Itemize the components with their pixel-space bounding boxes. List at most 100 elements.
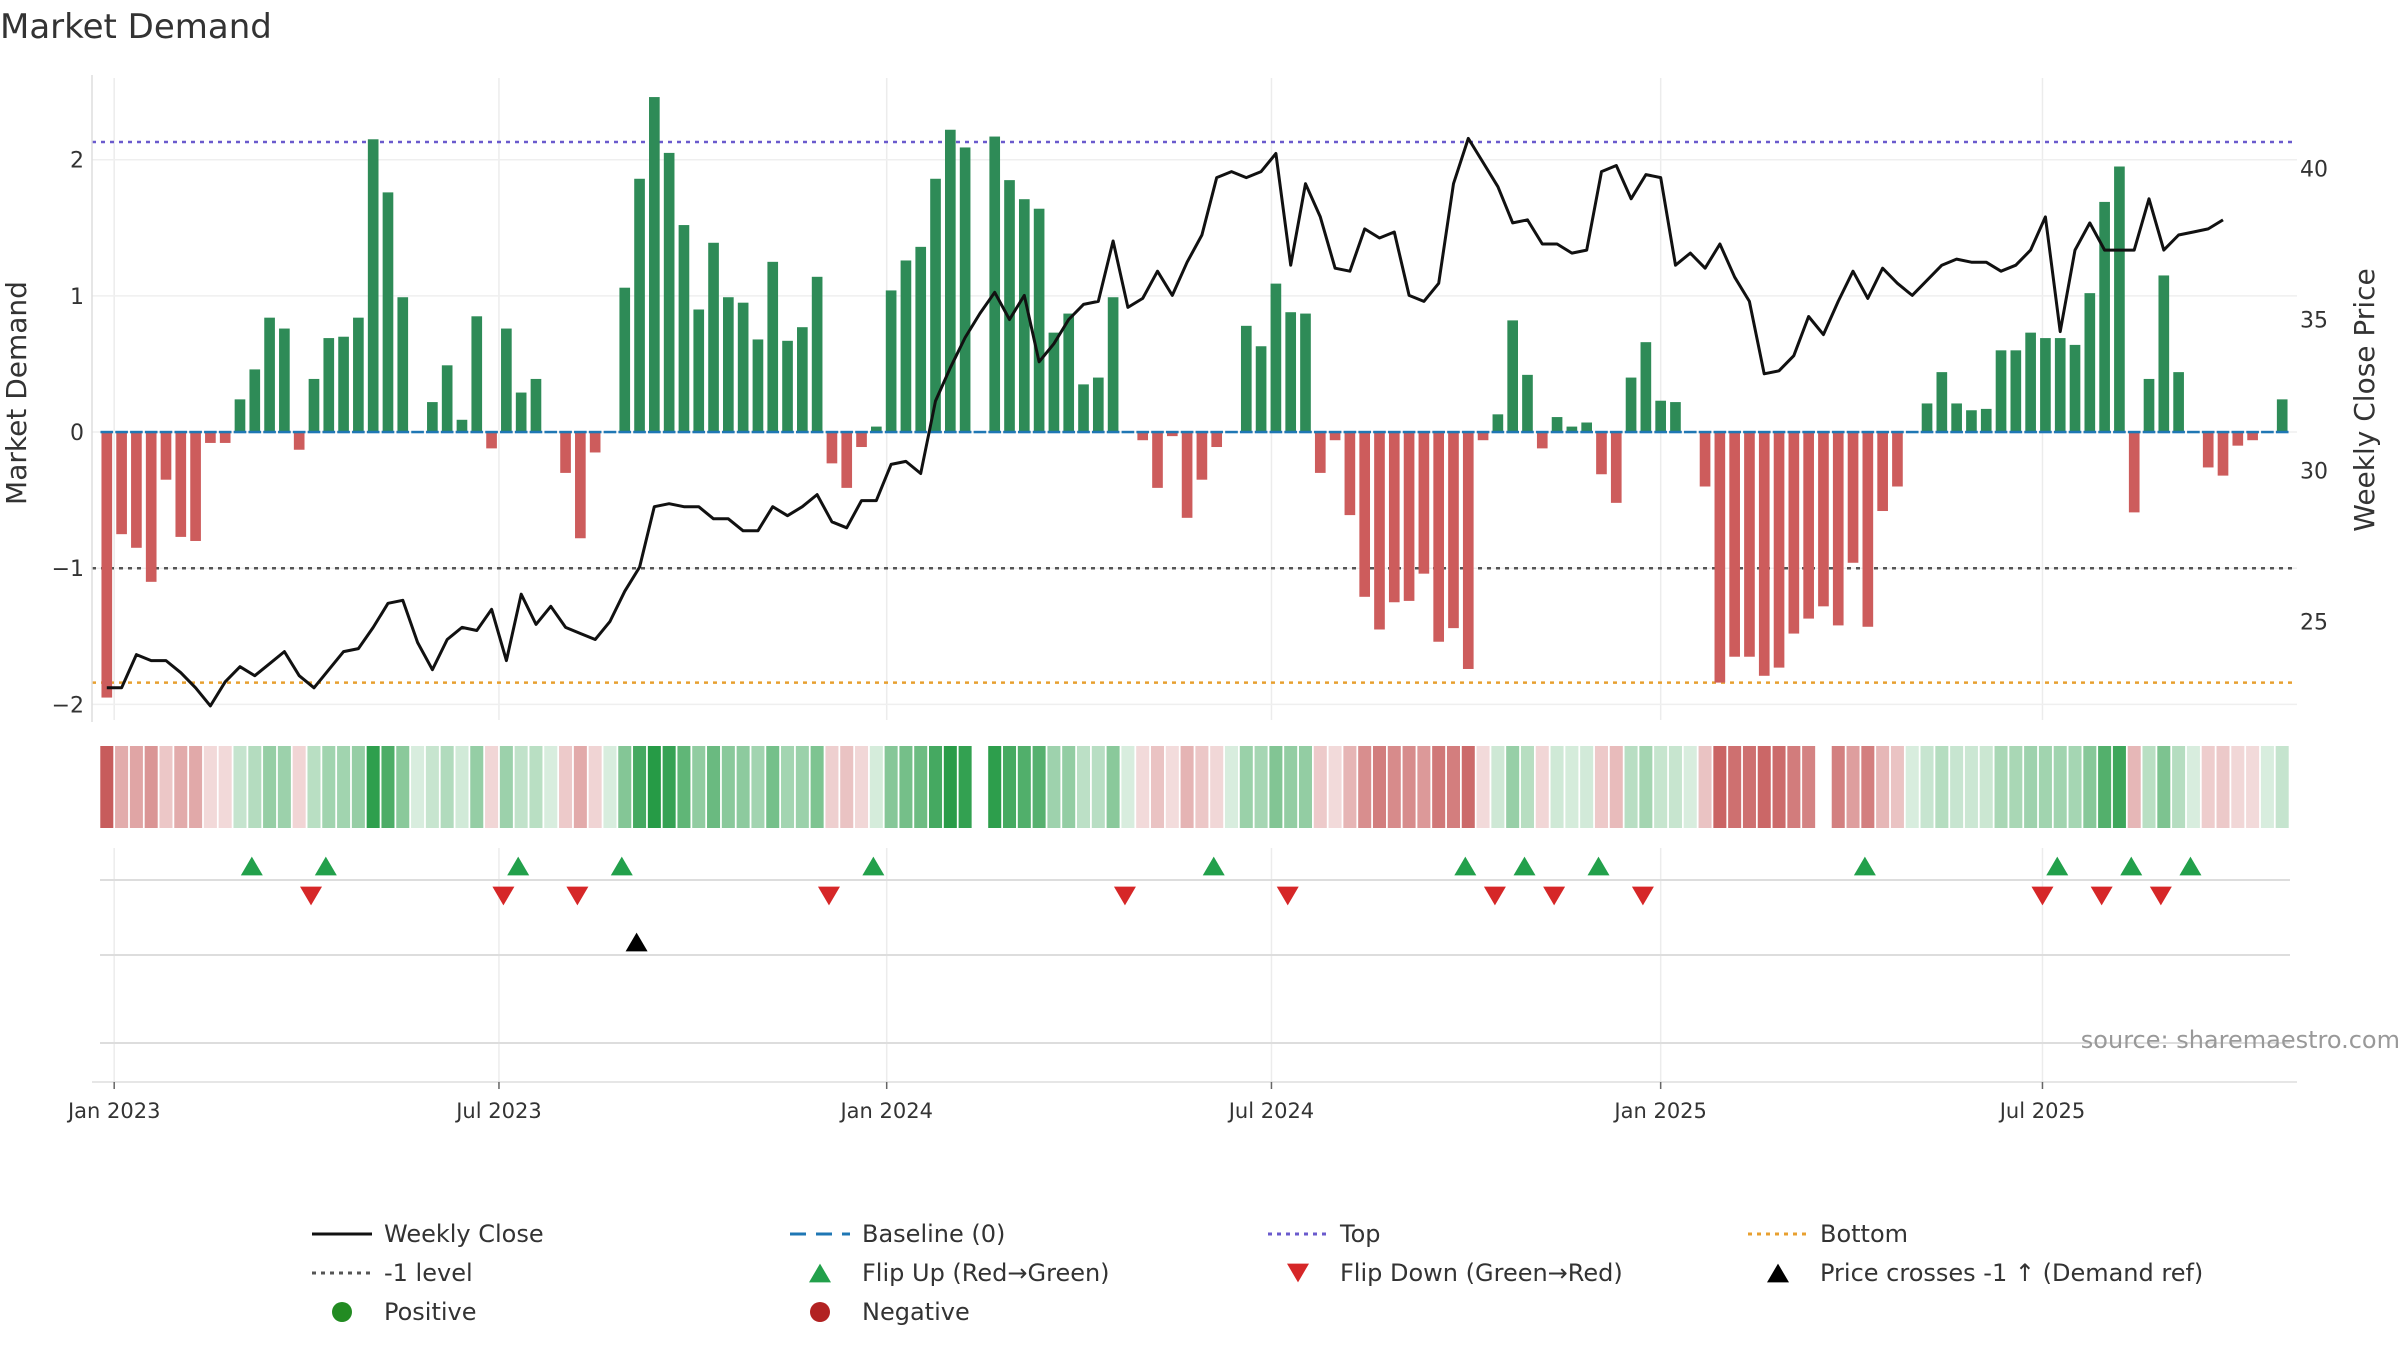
- heat-cell: [159, 746, 173, 828]
- demand-bar: [1448, 432, 1459, 629]
- flip-down-marker: [1113, 886, 1136, 906]
- legend-label: Flip Up (Red→Green): [862, 1259, 1110, 1287]
- heat-cell: [1091, 746, 1105, 828]
- heat-cell: [795, 746, 809, 828]
- demand-bar: [515, 392, 527, 433]
- heat-cell: [825, 746, 839, 828]
- demand-bar: [589, 432, 601, 453]
- heat-cell: [1742, 746, 1756, 828]
- flip-up-marker: [314, 856, 337, 876]
- flip-up-marker: [2046, 856, 2069, 876]
- legend-label: Bottom: [1820, 1220, 1908, 1248]
- demand-bar: [1314, 432, 1326, 473]
- heat-cell: [1713, 746, 1727, 828]
- legend-label: Baseline (0): [862, 1220, 1005, 1248]
- heat-cell: [1476, 746, 1490, 828]
- demand-bar: [1403, 432, 1415, 601]
- demand-bar: [1803, 432, 1814, 619]
- demand-bar: [944, 129, 956, 433]
- demand-bar: [486, 432, 497, 449]
- heat-cell: [1950, 746, 1964, 828]
- demand-bar: [1344, 432, 1356, 516]
- demand-bar: [1107, 297, 1119, 433]
- demand-bar: [1374, 432, 1385, 630]
- flip-down-marker: [300, 886, 323, 906]
- demand-bar: [989, 136, 1001, 433]
- heat-cell: [2053, 746, 2067, 828]
- heat-cell: [1520, 746, 1534, 828]
- heat-cell: [1417, 746, 1431, 828]
- demand-bar: [1300, 313, 1311, 433]
- heat-cell: [2142, 746, 2156, 828]
- heat-cell: [514, 746, 528, 828]
- y-tick-left: 2: [70, 149, 84, 174]
- heat-cell: [1654, 746, 1668, 828]
- heat-cell: [1535, 746, 1549, 828]
- heat-cell: [855, 746, 869, 828]
- demand-bar: [2069, 344, 2081, 433]
- demand-bar: [1832, 432, 1844, 626]
- demand-bar: [841, 432, 853, 488]
- heat-cell: [2246, 746, 2260, 828]
- demand-bar: [1152, 432, 1163, 488]
- heat-cell: [1639, 746, 1653, 828]
- demand-bar: [2054, 338, 2066, 433]
- heat-cell: [1861, 746, 1875, 828]
- flip-down-marker: [1631, 886, 1654, 906]
- flip-down-marker: [566, 886, 589, 906]
- heat-cell: [470, 746, 484, 828]
- legend-label: Top: [1339, 1220, 1381, 1248]
- demand-bar: [1536, 432, 1548, 449]
- flip-up-marker: [507, 856, 530, 876]
- demand-bar: [1329, 432, 1341, 441]
- heat-cell: [1195, 746, 1209, 828]
- heat-cell: [707, 746, 721, 828]
- demand-bar: [116, 432, 127, 535]
- heat-cell: [1269, 746, 1283, 828]
- y-tick-left: −2: [52, 693, 84, 718]
- heat-cell: [899, 746, 913, 828]
- heat-cell: [840, 746, 854, 828]
- legend-label: Negative: [862, 1298, 970, 1326]
- demand-bar: [1255, 346, 1267, 433]
- demand-bar: [678, 225, 690, 433]
- heat-cell: [277, 746, 291, 828]
- heat-cell: [1136, 746, 1150, 828]
- heat-cell: [2275, 746, 2289, 828]
- demand-bar: [649, 97, 660, 433]
- weekly-close-line: [106, 136, 2224, 708]
- demand-bar: [1670, 402, 1681, 433]
- heat-cell: [1683, 746, 1697, 828]
- heat-cell: [129, 746, 143, 828]
- flip-up-marker: [1587, 856, 1610, 876]
- demand-bar: [1211, 432, 1223, 448]
- flip-up-marker: [2179, 856, 2202, 876]
- heat-cell: [2186, 746, 2200, 828]
- heat-cell: [1668, 746, 1682, 828]
- heat-cell: [1876, 746, 1890, 828]
- y-tick-right: 30: [2300, 459, 2328, 484]
- demand-bar: [723, 297, 734, 433]
- demand-bar: [1018, 199, 1030, 433]
- heat-cell: [1254, 746, 1268, 828]
- demand-bar: [1004, 180, 1015, 433]
- heat-cell: [1150, 746, 1165, 828]
- heat-cell: [189, 746, 203, 828]
- demand-bar: [2025, 332, 2036, 433]
- flip-up-marker: [1853, 856, 1876, 876]
- demand-bar: [1655, 400, 1666, 433]
- heat-cell: [1372, 746, 1386, 828]
- demand-bar: [885, 290, 897, 433]
- heat-cell: [1402, 746, 1416, 828]
- heat-cell: [1964, 746, 1978, 828]
- demand-bar: [1714, 432, 1726, 683]
- demand-bar: [693, 309, 705, 433]
- price-cross-marker: [625, 932, 648, 952]
- chart-title: Market Demand: [0, 7, 272, 47]
- demand-bar: [101, 432, 113, 698]
- heat-cell: [307, 746, 321, 828]
- y-tick-right: 35: [2300, 309, 2328, 334]
- heat-cell: [1313, 746, 1327, 828]
- demand-bar: [1951, 403, 1962, 433]
- heat-cell: [337, 746, 351, 828]
